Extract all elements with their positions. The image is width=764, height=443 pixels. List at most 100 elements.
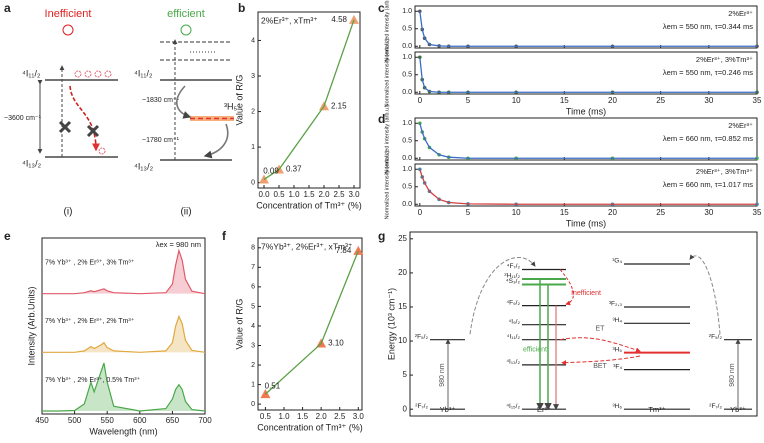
series-line <box>264 250 359 395</box>
x-tick-label: 500 <box>68 416 82 425</box>
x-tick-label: 600 <box>133 416 147 425</box>
x-tick-label: 20 <box>608 208 617 217</box>
y-tick-label: 3 <box>251 342 255 349</box>
level-label: ⁴I₉/₂ <box>508 318 520 325</box>
series-line <box>419 169 757 205</box>
y-tick-label: 0.5 <box>402 72 412 79</box>
gap-label: ~1830 cm⁻¹ <box>142 97 180 104</box>
annotation: 980 nm <box>439 363 446 387</box>
y-tick-label: 4 <box>251 323 255 330</box>
panel-label: b <box>238 1 245 15</box>
x-tick-label: 25 <box>656 96 665 105</box>
level-label: ³H₅ <box>224 101 237 111</box>
caption: (i) <box>64 207 73 218</box>
y-axis-label: Normalized intensity (arb.u.) <box>384 104 390 173</box>
data-label: 2.15 <box>331 101 347 110</box>
area <box>42 316 205 353</box>
x-axis-label: Concentration of Tm³⁺ (%) <box>256 200 362 210</box>
x-tick-label: 2.5 <box>334 412 346 421</box>
level-label: ²H₁₁/₂ <box>504 273 520 280</box>
marker <box>353 245 364 255</box>
y-tick-label: 0 <box>251 180 255 187</box>
y-axis-label: Normalized intensity (arb.u.) <box>384 0 390 61</box>
series-line <box>419 11 757 47</box>
y-tick-label: 5 <box>251 303 255 310</box>
annotation: 2%Er³⁺ <box>728 121 753 130</box>
y-tick-label: 1 <box>251 144 255 151</box>
data-label: 0.09 <box>263 167 279 176</box>
band <box>190 116 234 121</box>
x-tick-label: 10 <box>512 96 521 105</box>
level-label: ³F₂,₃ <box>609 301 622 308</box>
y-axis-label: Value of R/G <box>234 75 244 126</box>
level-label: ⁴S₃/₂ <box>506 278 521 285</box>
y-axis-label: Energy (10³ cm⁻¹) <box>386 288 396 360</box>
level-label: ⁴I₁₅/₂ <box>506 403 520 410</box>
x-tick-label: 1.5 <box>303 190 315 199</box>
level-label: ⁴I₁₃/₂ <box>134 161 154 171</box>
panel-label: d <box>378 112 385 126</box>
x-tick-label: 35 <box>753 96 762 105</box>
y-tick-label: 25 <box>398 234 407 243</box>
level-label: ³H₅ <box>613 346 623 353</box>
x-tick-label: 15 <box>560 208 569 217</box>
x-tick-label: 20 <box>608 96 617 105</box>
y-axis-label: Intensity (Arb.Units) <box>26 286 36 365</box>
series-line <box>419 123 757 159</box>
cross <box>58 120 100 138</box>
x-tick-label: 2.0 <box>316 412 328 421</box>
data-label: 7.84 <box>336 246 352 255</box>
x-tick-label: 650 <box>166 416 180 425</box>
x-tick-label: 35 <box>753 208 762 217</box>
annotation: ET <box>596 326 606 333</box>
series-line <box>419 57 757 93</box>
x-axis-label: Time (ms) <box>566 218 606 228</box>
series-label: 7% Yb³⁺ , 2% Er³⁺, 2% Tm³⁺ <box>45 317 135 325</box>
x-tick-label: 10 <box>512 208 521 217</box>
annotation: λem = 660 nm, τ=0.852 ms <box>663 134 753 143</box>
annotation: 7%Yb³⁺, 2%Er³⁺, xTm³⁺ <box>261 241 352 251</box>
diagram-a-i: Inefficient ⁴I₁₁/₂ ⁴I₁₃/₂ ~3600 cm⁻¹ (i) <box>4 8 118 218</box>
y-axis-label: Normalized intensity (arb.u.) <box>384 150 390 219</box>
plot-frame <box>414 117 758 161</box>
annotation: 2%Er³⁺ <box>728 9 753 18</box>
level-label: ⁴F₉/₂ <box>506 299 520 306</box>
level-label: ²F₇/₂ <box>415 403 428 410</box>
plot-frame <box>414 163 758 207</box>
decay-arrow <box>69 85 100 152</box>
annotation: λem = 550 nm, τ=0.246 ms <box>663 68 753 77</box>
level-label: ³H₆ <box>613 403 623 410</box>
data-label: 3.10 <box>328 339 344 348</box>
marker <box>349 14 359 24</box>
annotation: 980 nm <box>729 363 736 387</box>
arrow <box>559 337 641 353</box>
y-axis-label: Value of R/G <box>234 299 244 350</box>
area <box>42 250 205 294</box>
ions <box>74 70 112 155</box>
face-icon <box>180 24 192 36</box>
x-tick-label: 25 <box>656 208 665 217</box>
y-tick-label: 0.0 <box>402 43 412 50</box>
annotation: Inefficient <box>571 290 601 297</box>
y-tick-label: 8 <box>251 245 255 252</box>
level-label: ²F₅/₂ <box>415 333 429 340</box>
level-label: ⁴F₇/₂ <box>507 263 521 270</box>
y-tick-label: 7 <box>251 264 255 271</box>
x-tick-label: 450 <box>35 416 49 425</box>
diagram-a-ii: efficient ⁴I₁₁/₂ ⁴I₁₃/₂ ³H₅ ~1830 cm⁻¹ ~… <box>134 8 237 218</box>
x-tick-label: 2.5 <box>333 190 345 199</box>
x-tick-label: 3.0 <box>353 412 365 421</box>
y-tick-label: 15 <box>398 302 407 311</box>
y-tick-label: 3 <box>251 73 255 80</box>
arrow <box>559 269 574 306</box>
series-label: 7% Yb³⁺ , 2% Er³⁺, 0.5% Tm³⁺ <box>45 376 141 384</box>
level-label: ¹G₄ <box>612 258 622 265</box>
y-tick-label: 10 <box>398 336 407 345</box>
y-tick-label: 20 <box>398 268 407 277</box>
annotation: BET <box>593 363 607 370</box>
y-tick-label: 1 <box>251 381 255 388</box>
x-axis-label: Wavelength (nm) <box>89 426 157 436</box>
spectrum <box>42 314 206 353</box>
x-tick-label: 0 <box>418 96 423 105</box>
